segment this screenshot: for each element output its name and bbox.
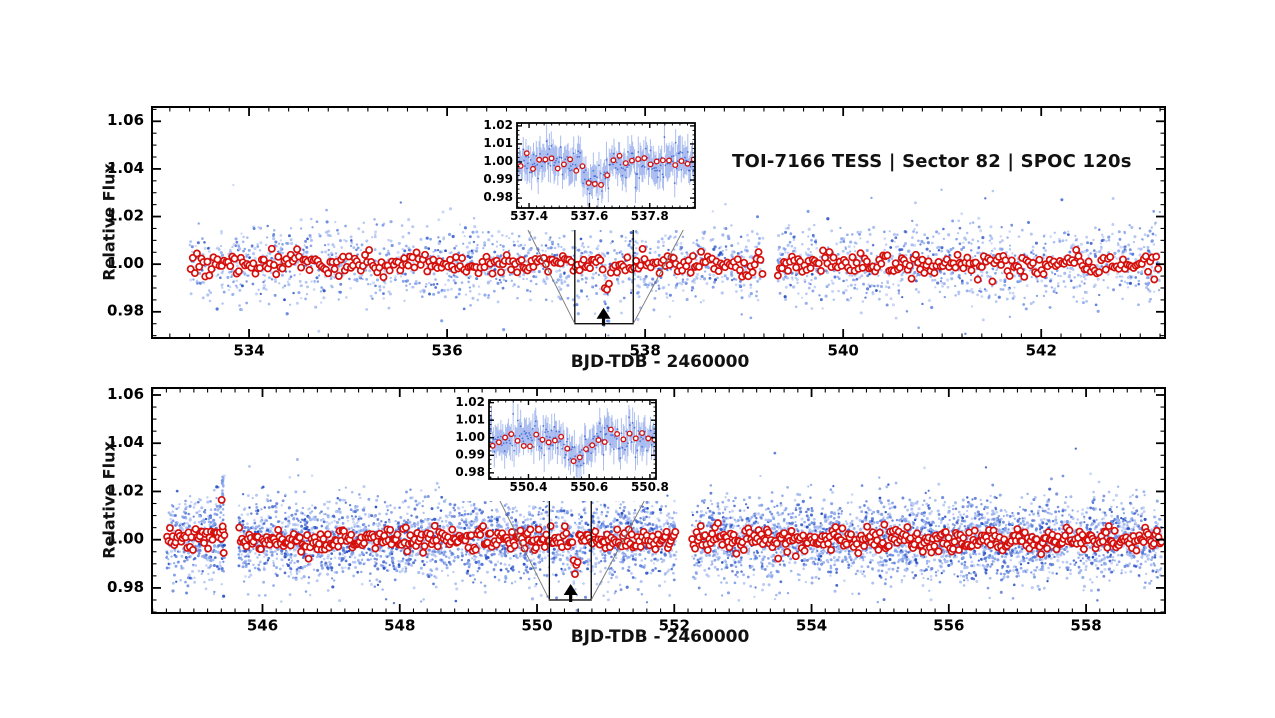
panel2-xaxis-label: BJD-TDB - 2460000 — [570, 627, 750, 647]
panel1-title-annotation: TOI-7166 TESS | Sector 82 | SPOC 120s — [732, 151, 1132, 172]
panel2-yaxis-label: Relative Flux — [99, 441, 119, 559]
panel1-yaxis-label: Relative Flux — [99, 163, 119, 281]
panel1-xaxis-label: BJD-TDB - 2460000 — [570, 352, 750, 372]
